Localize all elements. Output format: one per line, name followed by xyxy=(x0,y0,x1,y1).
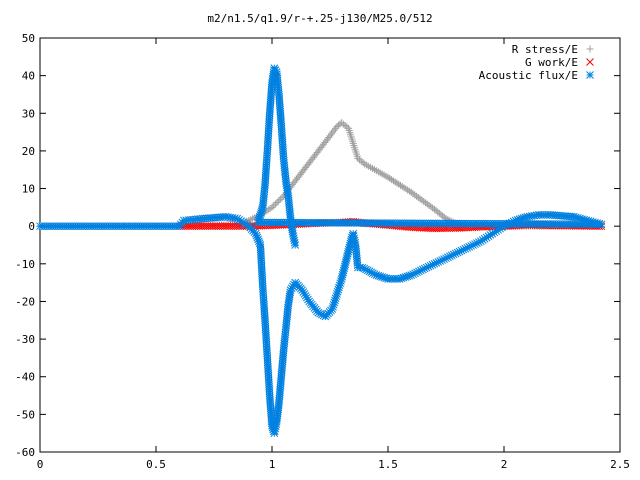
point-0-195 xyxy=(389,177,397,185)
point-0-192 xyxy=(384,173,392,181)
point-0-112 xyxy=(276,195,284,203)
point-0-179 xyxy=(359,159,367,167)
point-2-768 xyxy=(291,241,300,249)
point-0-208 xyxy=(413,192,421,200)
point-0-201 xyxy=(400,184,408,192)
y-tick-label-8: -30 xyxy=(15,333,35,346)
y-tick-label-1: 40 xyxy=(22,70,35,83)
y-tick-label-0: 50 xyxy=(22,32,35,45)
legend-label-0: R stress/E xyxy=(512,43,578,56)
x-tick-label-2: 1 xyxy=(269,458,276,471)
y-tick-label-5: 0 xyxy=(28,220,35,233)
legend-marker-0 xyxy=(586,45,594,53)
point-0-209 xyxy=(414,194,422,202)
point-0-109 xyxy=(271,200,279,208)
point-0-161 xyxy=(343,123,351,131)
point-0-199 xyxy=(396,181,404,189)
point-0-211 xyxy=(418,196,426,204)
x-tick-label-1: 0.5 xyxy=(146,458,166,471)
y-tick-label-10: -50 xyxy=(15,408,35,421)
point-0-200 xyxy=(398,183,406,191)
point-0-214 xyxy=(423,200,431,208)
point-0-202 xyxy=(402,185,410,193)
point-0-204 xyxy=(405,187,413,195)
series-0 xyxy=(36,119,605,230)
axis-tick-labels: 0 0.5 1 1.5 2 2.5 50 40 30 20 10 0 -10 -20 -30 -40 -50 -6… xyxy=(15,32,630,471)
axis-ticks xyxy=(39,37,621,453)
point-0-197 xyxy=(393,179,401,187)
y-tick-label-2: 30 xyxy=(22,107,35,120)
x-tick-label-4: 2 xyxy=(501,458,508,471)
y-tick-label-6: -10 xyxy=(15,258,35,271)
point-0-212 xyxy=(420,197,428,205)
point-0-215 xyxy=(425,201,433,209)
point-0-210 xyxy=(416,195,424,203)
x-tick-label-3: 1.5 xyxy=(378,458,398,471)
point-0-213 xyxy=(421,199,429,207)
x-tick-label-5: 2.5 xyxy=(610,458,630,471)
point-0-205 xyxy=(407,188,415,196)
point-0-193 xyxy=(386,174,394,182)
y-tick-label-9: -40 xyxy=(15,371,35,384)
point-0-107 xyxy=(268,203,276,211)
point-0-203 xyxy=(404,186,412,194)
y-tick-label-3: 20 xyxy=(22,145,35,158)
legend-marker-2 xyxy=(586,71,594,79)
y-tick-label-11: -60 xyxy=(15,446,35,459)
point-0-149 xyxy=(325,134,333,142)
point-0-216 xyxy=(427,203,435,211)
legend-label-1: G work/E xyxy=(525,56,578,69)
point-0-196 xyxy=(391,178,399,186)
data-points xyxy=(36,64,606,438)
point-0-206 xyxy=(409,190,417,198)
point-0-110 xyxy=(273,199,281,207)
point-0-194 xyxy=(388,176,396,184)
point-0-198 xyxy=(395,180,403,188)
legend-label-2: Acoustic flux/E xyxy=(479,69,578,82)
plot-area-border xyxy=(39,37,621,453)
x-tick-label-0: 0 xyxy=(37,458,44,471)
point-0-111 xyxy=(275,197,283,205)
point-0-207 xyxy=(411,191,419,199)
point-0-224 xyxy=(440,213,448,221)
point-0-108 xyxy=(270,202,278,210)
y-tick-label-7: -20 xyxy=(15,295,35,308)
y-tick-label-4: 10 xyxy=(22,183,35,196)
point-0-113 xyxy=(278,194,286,202)
chart-title: m2/n1.5/q1.9/r-+.25-j130/M25.0/512 xyxy=(207,12,432,25)
series-2 xyxy=(36,64,606,438)
legend-marker-1 xyxy=(586,58,594,66)
